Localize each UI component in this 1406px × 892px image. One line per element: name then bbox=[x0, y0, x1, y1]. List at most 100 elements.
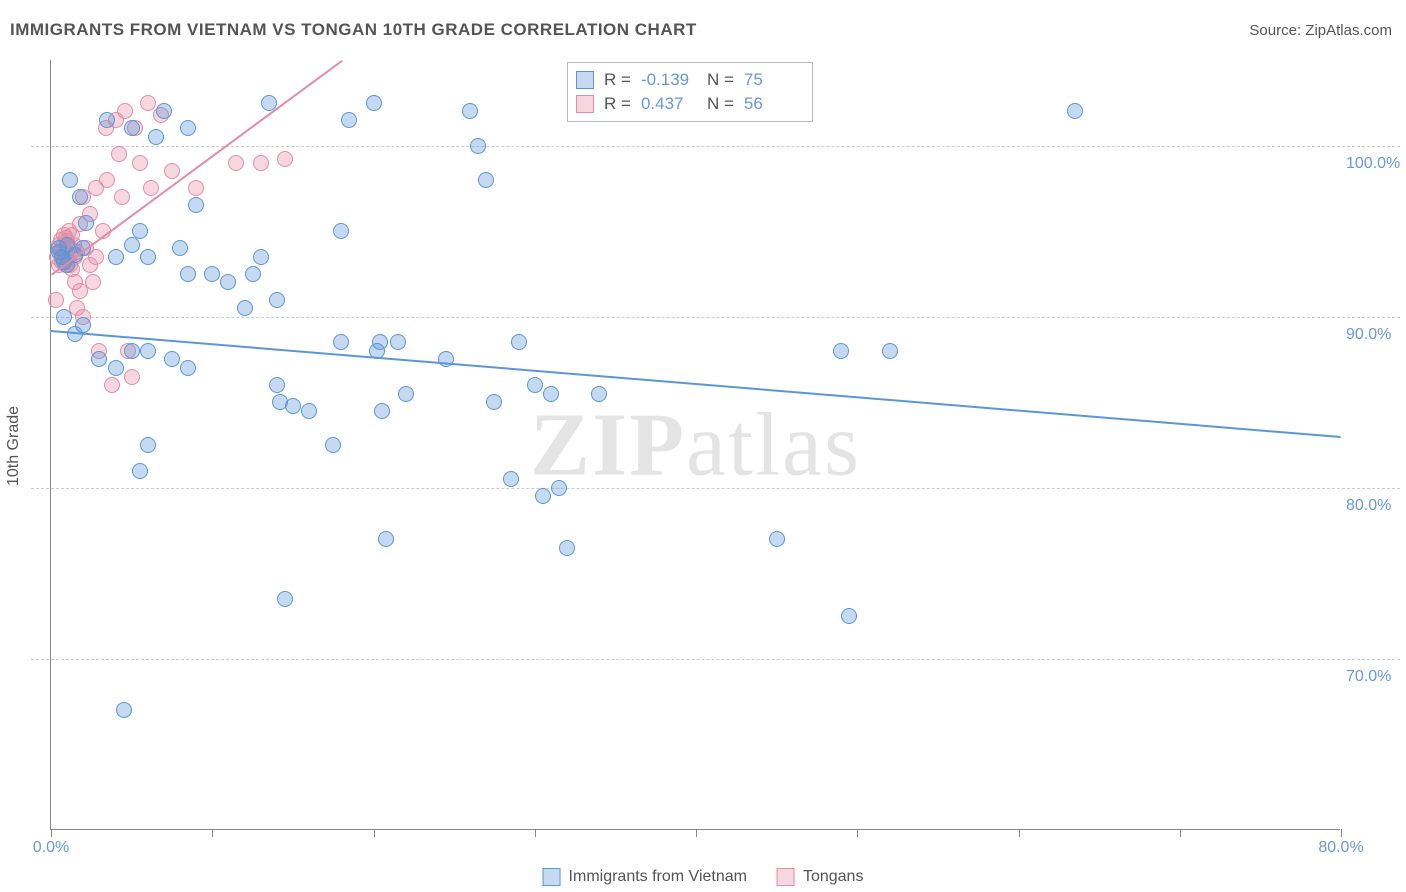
series-a-point bbox=[172, 240, 188, 256]
series-a-point bbox=[99, 112, 115, 128]
gridline-h bbox=[31, 488, 1400, 489]
n-value: 56 bbox=[744, 92, 800, 116]
x-tick bbox=[1019, 829, 1020, 837]
series-a-point bbox=[378, 531, 394, 547]
series-b-point bbox=[140, 95, 156, 111]
series-a-point bbox=[285, 398, 301, 414]
series-a-point bbox=[769, 531, 785, 547]
series-a-point bbox=[511, 334, 527, 350]
series-b-point bbox=[117, 103, 133, 119]
series-b-point bbox=[132, 155, 148, 171]
legend-label-b: Tongans bbox=[803, 868, 864, 886]
trendline-a bbox=[51, 330, 1341, 438]
watermark-bold: ZIP bbox=[530, 395, 686, 494]
x-tick bbox=[212, 829, 213, 837]
gridline-h bbox=[31, 146, 1400, 147]
x-tick bbox=[535, 829, 536, 837]
series-a-point bbox=[132, 463, 148, 479]
series-a-point bbox=[124, 343, 140, 359]
y-tick-label: 80.0% bbox=[1346, 497, 1406, 515]
series-a-point bbox=[841, 608, 857, 624]
r-value: 0.437 bbox=[641, 92, 697, 116]
x-tick bbox=[1180, 829, 1181, 837]
source-link[interactable]: ZipAtlas.com bbox=[1305, 22, 1392, 39]
series-a-point bbox=[486, 394, 502, 410]
legend-stat-row: R =-0.139N =75 bbox=[576, 68, 800, 92]
series-a-point bbox=[390, 334, 406, 350]
legend-item-a: Immigrants from Vietnam bbox=[543, 868, 747, 886]
series-a-point bbox=[204, 266, 220, 282]
x-tick bbox=[374, 829, 375, 837]
series-a-point bbox=[62, 172, 78, 188]
series-a-point bbox=[78, 215, 94, 231]
series-a-point bbox=[91, 351, 107, 367]
series-a-point bbox=[180, 120, 196, 136]
series-a-point bbox=[333, 334, 349, 350]
series-a-point bbox=[462, 103, 478, 119]
series-a-point bbox=[559, 540, 575, 556]
series-a-point bbox=[132, 223, 148, 239]
legend-label-a: Immigrants from Vietnam bbox=[569, 868, 747, 886]
series-a-point bbox=[124, 237, 140, 253]
series-a-point bbox=[527, 377, 543, 393]
n-label: N = bbox=[707, 92, 734, 116]
chart-title: IMMIGRANTS FROM VIETNAM VS TONGAN 10TH G… bbox=[10, 20, 697, 40]
correlation-legend: R = -0.139 N = 75R = 0.437 N = 56 bbox=[567, 62, 813, 122]
series-a-point bbox=[124, 120, 140, 136]
x-tick-label: 80.0% bbox=[1318, 839, 1363, 857]
series-b-point bbox=[104, 377, 120, 393]
series-a-point bbox=[148, 129, 164, 145]
legend-swatch-a bbox=[543, 868, 561, 886]
r-label: R = bbox=[604, 92, 631, 116]
series-a-point bbox=[188, 197, 204, 213]
series-b-point bbox=[85, 274, 101, 290]
series-a-point bbox=[51, 244, 67, 260]
x-tick bbox=[857, 829, 858, 837]
series-a-point bbox=[503, 471, 519, 487]
series-a-point bbox=[140, 249, 156, 265]
plot-area: ZIPatlas R =-0.139N =75R =0.437N =56 70.… bbox=[50, 60, 1340, 830]
legend-swatch bbox=[576, 71, 594, 89]
series-b-point bbox=[228, 155, 244, 171]
series-a-point bbox=[75, 317, 91, 333]
series-a-point bbox=[882, 343, 898, 359]
series-a-point bbox=[180, 266, 196, 282]
series-b-point bbox=[111, 146, 127, 162]
series-a-point bbox=[535, 488, 551, 504]
legend-stat-row: R = 0.437 N = 56 bbox=[576, 92, 800, 116]
series-a-point bbox=[333, 223, 349, 239]
y-tick-label: 100.0% bbox=[1346, 155, 1406, 173]
series-a-point bbox=[551, 480, 567, 496]
series-a-point bbox=[140, 437, 156, 453]
y-tick-label: 70.0% bbox=[1346, 668, 1406, 686]
legend-swatch-b bbox=[777, 868, 795, 886]
watermark-light: atlas bbox=[686, 395, 861, 494]
r-value: -0.139 bbox=[641, 68, 697, 92]
series-b-point bbox=[253, 155, 269, 171]
x-tick bbox=[696, 829, 697, 837]
n-value: 75 bbox=[744, 68, 800, 92]
y-axis-label: 10th Grade bbox=[5, 406, 23, 486]
series-a-point bbox=[253, 249, 269, 265]
series-a-point bbox=[543, 386, 559, 402]
series-a-point bbox=[237, 300, 253, 316]
series-legend: Immigrants from Vietnam Tongans bbox=[543, 868, 864, 886]
series-a-point bbox=[269, 377, 285, 393]
series-a-point bbox=[140, 343, 156, 359]
source-prefix: Source: bbox=[1249, 22, 1305, 39]
x-tick bbox=[1341, 829, 1342, 837]
series-a-point bbox=[366, 95, 382, 111]
series-a-point bbox=[245, 266, 261, 282]
n-label: N = bbox=[707, 68, 734, 92]
series-b-point bbox=[143, 180, 159, 196]
series-b-point bbox=[99, 172, 115, 188]
series-b-point bbox=[114, 189, 130, 205]
series-a-point bbox=[164, 351, 180, 367]
series-a-point bbox=[470, 138, 486, 154]
series-a-point bbox=[220, 274, 236, 290]
series-b-point bbox=[277, 151, 293, 167]
series-b-point bbox=[188, 180, 204, 196]
series-a-point bbox=[108, 360, 124, 376]
series-a-point bbox=[1067, 103, 1083, 119]
series-b-point bbox=[124, 369, 140, 385]
